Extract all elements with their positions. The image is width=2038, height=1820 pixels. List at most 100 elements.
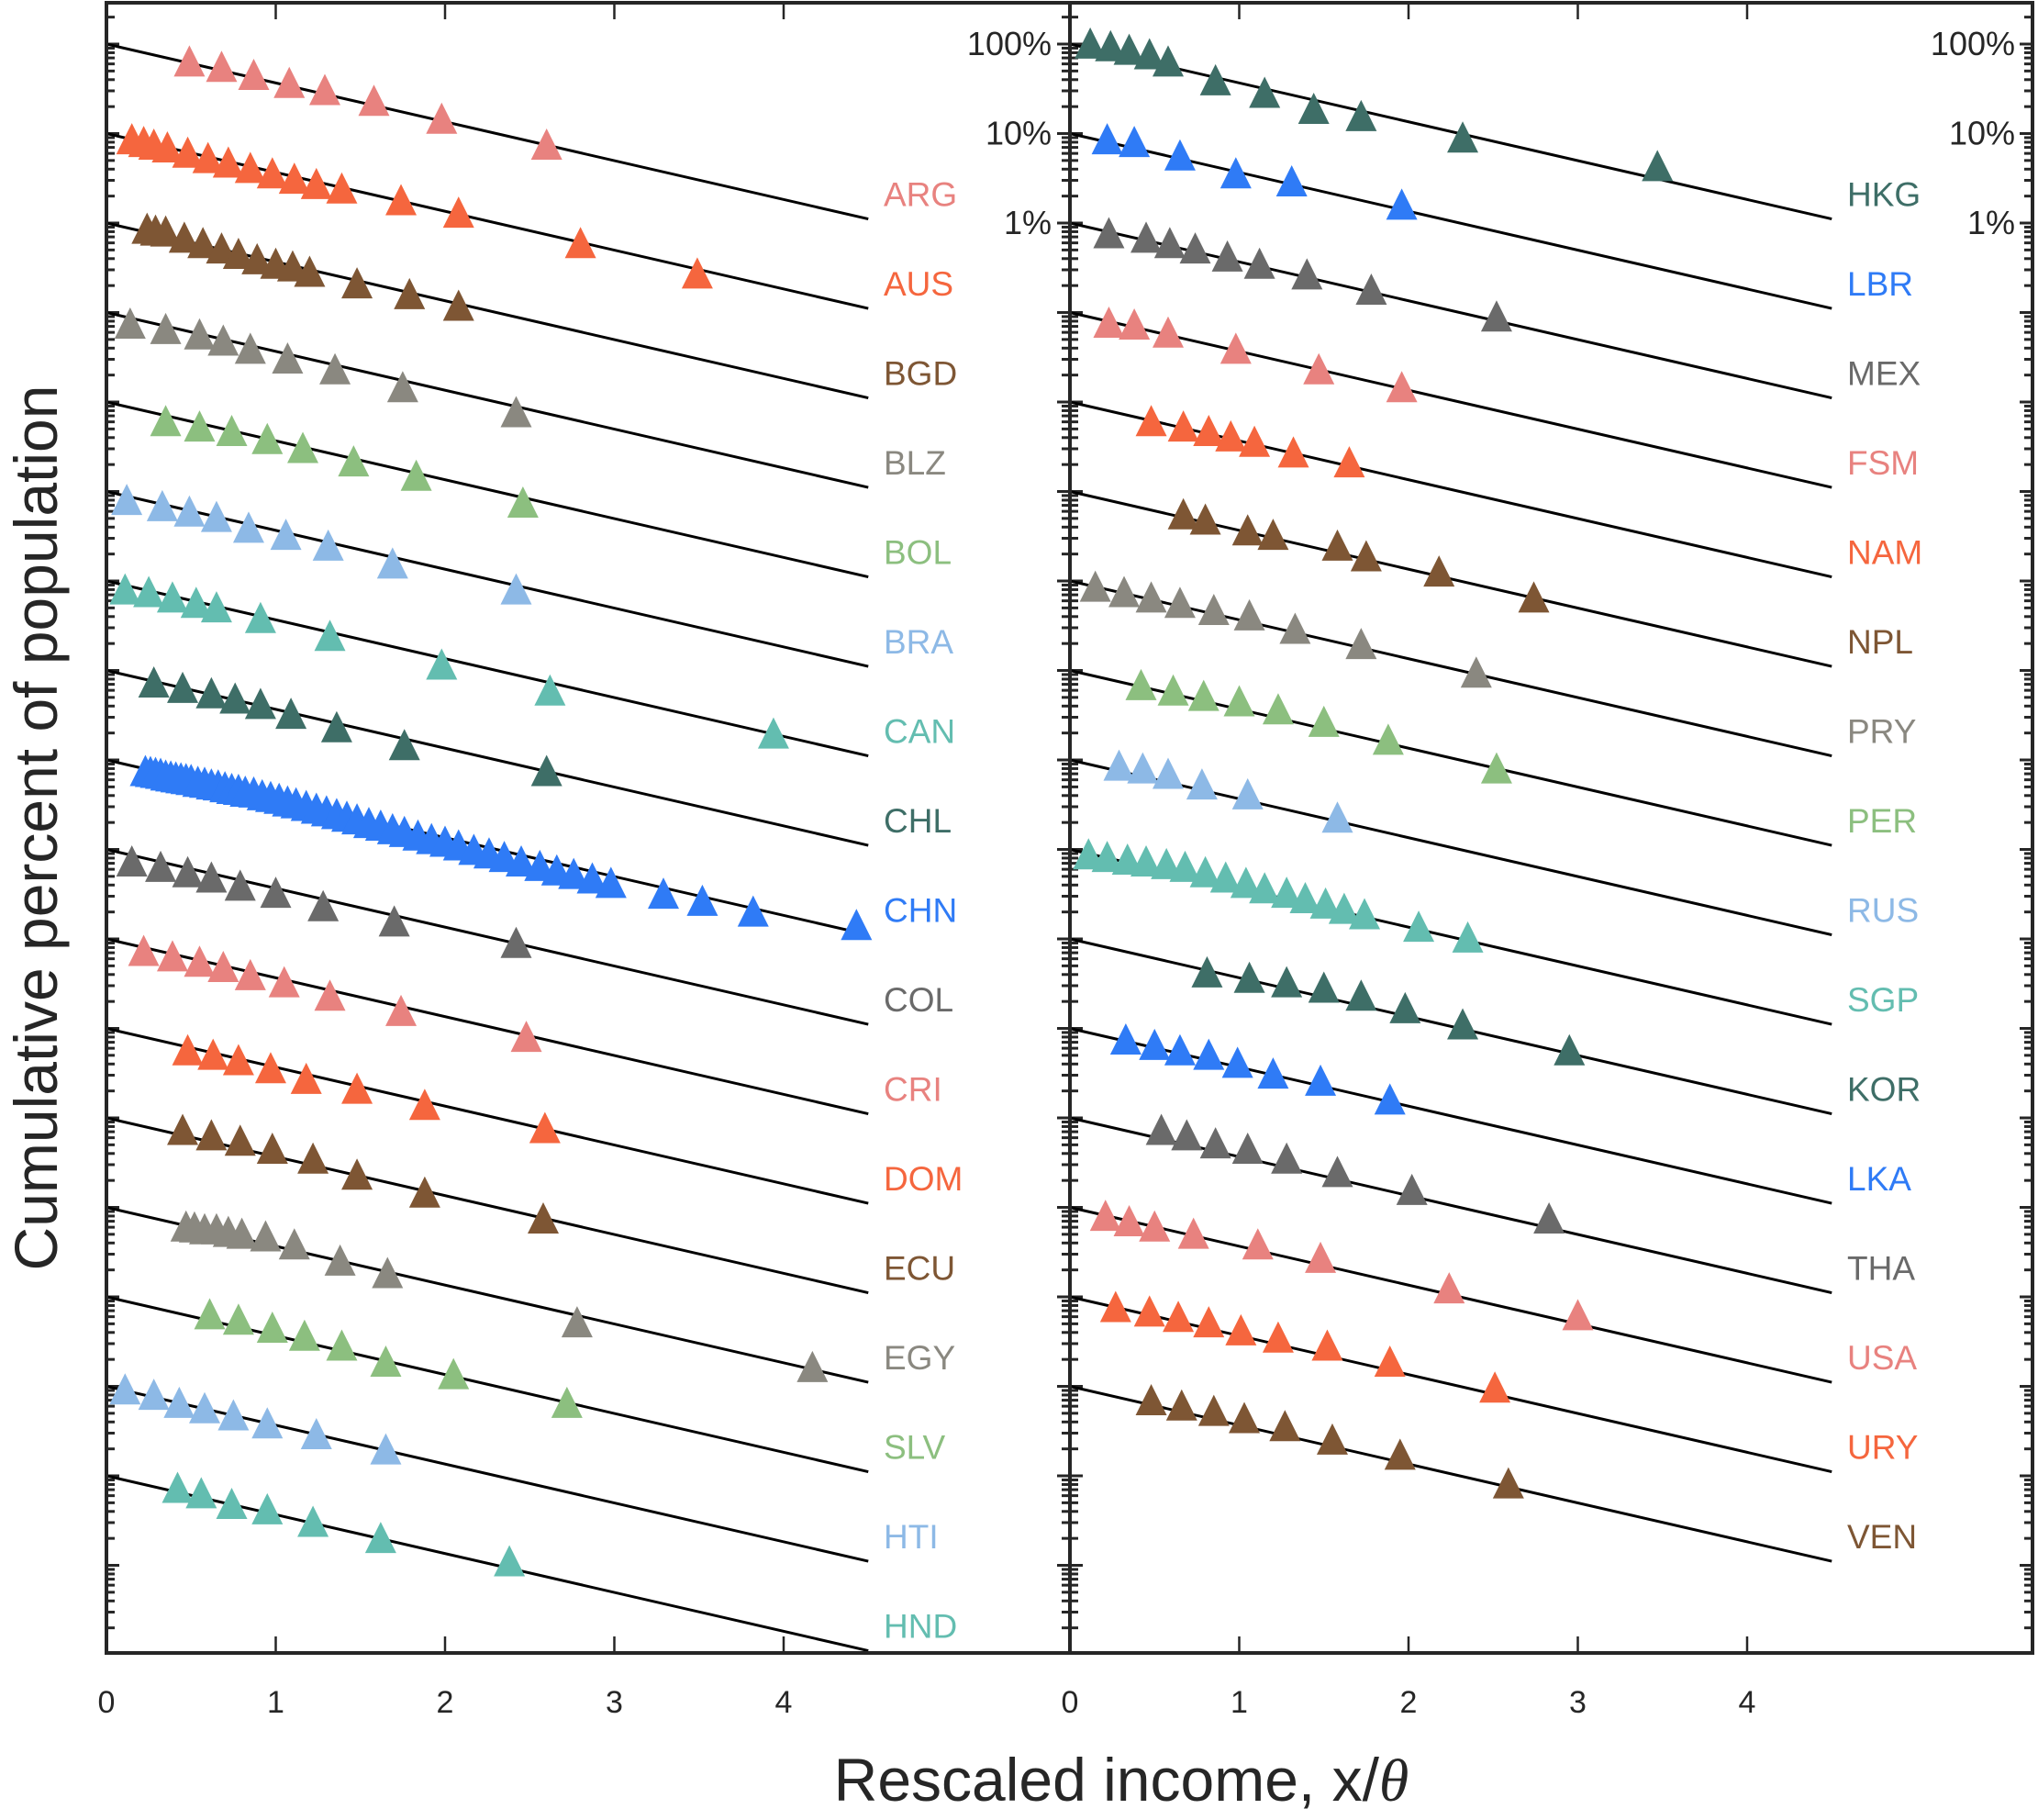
data-point-triangle	[1533, 1202, 1565, 1234]
data-point-triangle	[234, 151, 266, 184]
data-point-triangle	[1135, 581, 1167, 613]
data-point-triangle	[133, 575, 165, 608]
country-label: SGP	[1847, 981, 1919, 1019]
series-kor: KOR	[1069, 937, 1921, 1116]
data-point-triangle	[1243, 247, 1275, 279]
data-point-triangle	[1389, 991, 1421, 1023]
data-point-triangle	[500, 573, 532, 605]
data-point-triangle	[341, 267, 373, 299]
reference-line	[1069, 937, 1832, 1116]
data-point-triangle	[111, 484, 143, 516]
data-point-triangle	[530, 754, 562, 787]
data-point-triangle	[272, 342, 304, 374]
data-point-triangle	[378, 905, 410, 937]
data-point-triangle	[1153, 757, 1185, 789]
data-point-triangle	[1386, 371, 1418, 403]
data-point-triangle	[1479, 1371, 1511, 1403]
data-point-triangle	[1297, 93, 1330, 125]
data-point-triangle	[219, 682, 251, 714]
panel-frame	[1068, 1, 2034, 1655]
data-point-triangle	[1103, 749, 1135, 781]
data-point-triangle	[185, 1477, 217, 1509]
data-point-triangle	[1211, 240, 1243, 272]
data-point-triangle	[180, 586, 212, 619]
data-point-triangle	[1321, 801, 1353, 833]
reference-line	[1069, 132, 1832, 310]
data-point-triangle	[275, 698, 307, 730]
data-point-triangle	[1197, 594, 1230, 626]
data-point-triangle	[238, 58, 270, 90]
data-point-triangle	[167, 671, 199, 703]
data-point-triangle	[241, 242, 273, 274]
data-point-triangle	[222, 237, 254, 269]
data-point-triangle	[400, 459, 432, 491]
data-point-triangle	[1157, 674, 1189, 706]
data-point-triangle	[1073, 838, 1105, 870]
x-tick-label: 1	[267, 1685, 284, 1720]
data-point-triangle	[184, 410, 216, 442]
data-point-triangle	[1179, 232, 1211, 264]
data-point-triangle	[1275, 164, 1308, 196]
data-point-triangle	[222, 1044, 254, 1076]
data-point-triangle	[1345, 99, 1377, 131]
data-point-triangle	[1130, 844, 1163, 877]
data-point-triangle	[1374, 1345, 1406, 1378]
data-point-triangle	[290, 1062, 322, 1094]
data-point-triangle	[1311, 1329, 1343, 1361]
data-point-triangle	[1447, 121, 1479, 153]
series-hti: HTI	[106, 1373, 939, 1563]
data-point-triangle	[1151, 847, 1183, 879]
country-label: NPL	[1847, 623, 1913, 661]
data-point-triangle	[314, 979, 346, 1011]
data-point-triangle	[506, 844, 538, 877]
data-point-triangle	[1305, 1064, 1337, 1096]
x-tick-label: 2	[1400, 1685, 1418, 1720]
data-point-triangle	[1193, 1038, 1225, 1070]
data-point-triangle	[681, 257, 713, 289]
data-point-triangle	[206, 232, 238, 264]
data-point-triangle	[287, 431, 319, 463]
data-point-triangle	[1111, 843, 1143, 876]
data-point-triangle	[1308, 971, 1340, 1003]
country-label: URY	[1847, 1429, 1918, 1467]
data-point-triangle	[1223, 685, 1255, 717]
right-panel: 0 1 2 3 4 100% 10% 1% HKG LBR MEX FSM NAM NPL PRY PER RU…	[1062, 1, 2034, 1720]
data-point-triangle	[1257, 519, 1289, 551]
series-dom: DOM	[106, 1027, 963, 1205]
data-point-triangle	[1269, 1410, 1301, 1442]
series-bra: BRA	[106, 484, 953, 668]
data-point-triangle	[408, 1089, 440, 1121]
data-point-triangle	[1262, 1321, 1294, 1353]
data-point-triangle	[1171, 1119, 1203, 1151]
data-point-triangle	[1113, 1204, 1145, 1236]
data-point-triangle	[1163, 1301, 1195, 1333]
data-point-triangle	[534, 674, 566, 706]
data-point-triangle	[1403, 910, 1435, 943]
data-point-triangle	[1452, 921, 1484, 953]
data-point-triangle	[364, 1522, 396, 1554]
data-point-triangle	[1291, 258, 1323, 290]
data-point-triangle	[408, 1176, 440, 1208]
country-label: CHN	[884, 892, 957, 930]
data-point-triangle	[1164, 139, 1196, 171]
data-point-triangle	[1075, 27, 1107, 59]
x-tick-label: 3	[606, 1685, 623, 1720]
data-point-triangle	[1139, 1210, 1171, 1242]
data-point-triangle	[1386, 188, 1418, 220]
data-point-triangle	[500, 396, 532, 428]
data-point-triangle	[1447, 1008, 1479, 1040]
data-point-triangle	[1333, 446, 1365, 478]
x-tick-label: 1	[1231, 1685, 1248, 1720]
series-npl: NPL	[1069, 490, 1913, 668]
country-label: CAN	[884, 713, 955, 751]
reference-line	[1069, 1385, 1832, 1563]
data-point-triangle	[270, 519, 302, 551]
data-point-triangle	[1164, 586, 1196, 619]
data-point-triangle	[312, 529, 344, 561]
reference-line	[1069, 1295, 1832, 1474]
country-label: BRA	[884, 623, 953, 661]
data-point-triangle	[114, 307, 146, 340]
data-point-triangle	[1133, 38, 1165, 70]
data-point-triangle	[256, 1311, 288, 1343]
